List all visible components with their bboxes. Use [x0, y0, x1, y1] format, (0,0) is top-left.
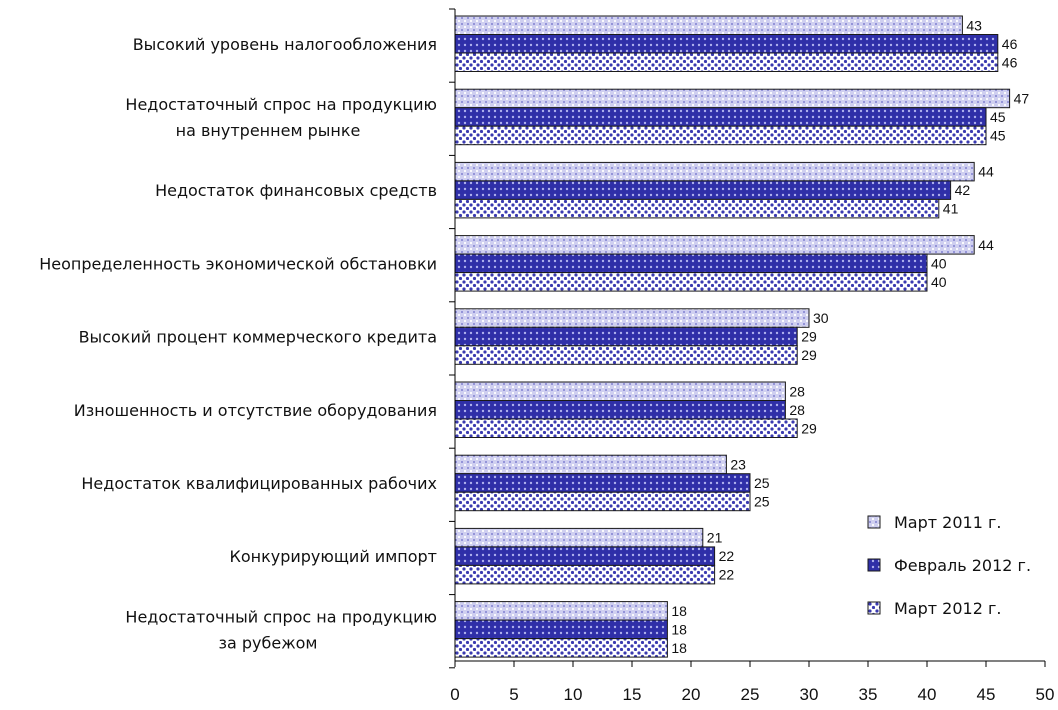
category-label: за рубежом — [218, 633, 317, 652]
legend-label-2: Февраль 2012 г. — [894, 556, 1031, 575]
category-label: Конкурирующий импорт — [229, 547, 437, 566]
x-tick-label: 50 — [1036, 685, 1055, 704]
bar-1-series-3 — [454, 52, 999, 72]
value-label: 46 — [1002, 54, 1018, 70]
bar-9-series-2 — [454, 619, 668, 640]
value-label: 30 — [813, 310, 829, 326]
x-tick-label: 10 — [564, 685, 583, 704]
value-label: 22 — [719, 548, 735, 564]
bar-4-series-1 — [454, 235, 975, 255]
category-label: на внутреннем рынке — [176, 121, 361, 140]
x-tick-label: 15 — [623, 685, 642, 704]
category-label: Недостаток квалифицированных рабочих — [81, 474, 437, 493]
bar-3-series-3 — [454, 198, 940, 219]
bar-7-series-2 — [454, 473, 751, 493]
value-label: 29 — [801, 420, 817, 436]
bar-3-series-1 — [454, 161, 975, 182]
category-label: Высокий процент коммерческого кредита — [79, 328, 437, 347]
legend-swatch-2 — [867, 558, 881, 572]
value-label: 25 — [754, 475, 770, 491]
bar-7-series-1 — [454, 454, 727, 475]
legend-label-3: Март 2012 г. — [894, 599, 1001, 618]
bar-4-series-2 — [454, 253, 928, 274]
bar-3-series-2 — [454, 180, 952, 200]
category-label: Изношенность и отсутствие оборудования — [74, 401, 437, 420]
category-label: Недостаток финансовых средств — [155, 181, 437, 200]
legend-swatch-1 — [867, 515, 881, 529]
bar-6-series-3 — [454, 418, 798, 438]
value-label: 44 — [978, 164, 994, 180]
x-tick-label: 30 — [800, 685, 819, 704]
bar-2-series-2 — [454, 107, 987, 127]
bar-8-series-1 — [454, 527, 704, 548]
value-label: 18 — [671, 621, 687, 637]
value-label: 23 — [730, 456, 746, 472]
bar-5-series-2 — [454, 326, 798, 347]
x-tick-label: 40 — [918, 685, 937, 704]
bar-7-series-3 — [454, 491, 751, 512]
bar-8-series-3 — [454, 564, 716, 585]
value-label: 29 — [801, 329, 817, 345]
value-label: 22 — [719, 567, 735, 583]
x-tick-label: 35 — [859, 685, 878, 704]
value-label: 43 — [966, 17, 982, 33]
value-label: 29 — [801, 347, 817, 363]
category-label: Недостаточный спрос на продукцию — [125, 607, 437, 626]
bar-9-series-3 — [454, 638, 668, 658]
x-tick-label: 0 — [450, 685, 459, 704]
category-label: Неопределенность экономической обстановк… — [39, 254, 437, 273]
value-label: 18 — [671, 603, 687, 619]
bar-1-series-1 — [454, 15, 963, 35]
x-tick-label: 5 — [509, 685, 518, 704]
value-label: 25 — [754, 493, 770, 509]
value-label: 18 — [671, 640, 687, 656]
bar-8-series-2 — [454, 546, 716, 566]
x-tick-label: 20 — [682, 685, 701, 704]
bar-5-series-1 — [454, 308, 810, 328]
value-label: 40 — [931, 255, 947, 271]
value-label: 45 — [990, 109, 1006, 125]
value-label: 46 — [1002, 36, 1018, 52]
value-label: 45 — [990, 127, 1006, 143]
bar-1-series-2 — [454, 34, 999, 54]
bar-6-series-2 — [454, 400, 786, 420]
category-label: Высокий уровень налогообложения — [133, 35, 437, 54]
value-label: 28 — [789, 383, 805, 399]
bar-4-series-3 — [454, 272, 928, 292]
bar-9-series-1 — [454, 601, 668, 621]
value-label: 42 — [955, 182, 971, 198]
value-label: 41 — [943, 201, 959, 217]
category-label: Недостаточный спрос на продукцию — [125, 95, 437, 114]
value-label: 21 — [707, 530, 723, 546]
x-tick-label: 25 — [741, 685, 760, 704]
value-label: 40 — [931, 274, 947, 290]
legend-swatch-3 — [867, 601, 881, 615]
value-label: 28 — [789, 402, 805, 418]
bar-6-series-1 — [454, 381, 786, 401]
value-label: 44 — [978, 237, 994, 253]
bar-2-series-3 — [454, 125, 987, 146]
x-tick-label: 45 — [977, 685, 996, 704]
value-label: 47 — [1014, 90, 1030, 106]
bar-2-series-1 — [454, 88, 1011, 109]
legend-label-1: Март 2011 г. — [894, 513, 1001, 532]
bar-5-series-3 — [454, 345, 798, 365]
